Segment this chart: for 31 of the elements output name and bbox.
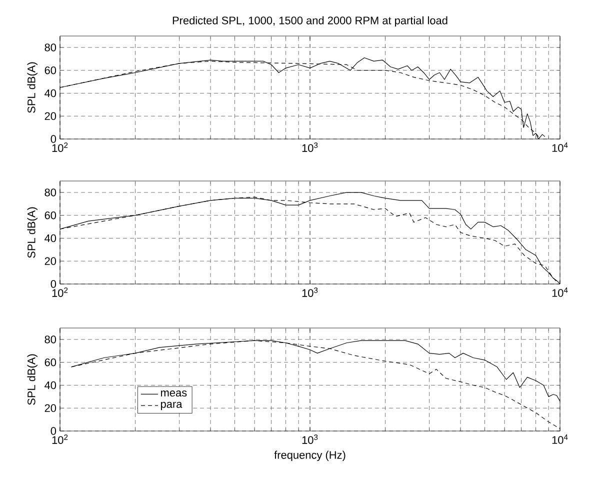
y-tick-label: 80 xyxy=(44,336,56,344)
y-tick-label: 20 xyxy=(44,112,56,120)
x-tick-label: 10$^{2}$ xyxy=(52,288,68,297)
y-tick-label: 0 xyxy=(50,427,56,435)
y-tick-label: 0 xyxy=(50,280,56,288)
x-tick-label: 10$^{3}$ xyxy=(302,142,318,152)
x-tick-label: 10$^{2}$ xyxy=(52,434,68,444)
x-tick-label: 10$^{3}$ xyxy=(302,434,318,444)
y-tick-label: 20 xyxy=(44,404,56,412)
y-tick-label: 40 xyxy=(44,234,56,242)
x-tick-label: 10$^{4}$ xyxy=(552,288,568,297)
y-tick-label: 20 xyxy=(44,257,56,265)
y-tick-label: 60 xyxy=(44,66,56,74)
legend-label: para xyxy=(161,402,182,410)
y-tick-label: 0 xyxy=(50,135,56,143)
y-tick-label: 60 xyxy=(44,211,56,220)
y-tick-label: 40 xyxy=(44,381,56,390)
x-tick-label: 10$^{3}$ xyxy=(302,288,318,297)
x-tick-label: 10$^{4}$ xyxy=(552,434,568,444)
y-axis-title: SPL dB(A) xyxy=(27,354,38,405)
x-tick-label: 10$^{4}$ xyxy=(552,142,568,152)
legend-label: meas xyxy=(161,390,187,397)
y-tick-label: 40 xyxy=(44,89,56,98)
y-axis-title: SPL dB(A) xyxy=(27,62,38,113)
y-tick-label: 80 xyxy=(44,44,56,52)
y-tick-label: 60 xyxy=(44,358,56,366)
chart-title: Predicted SPL, 1000, 1500 and 2000 RPM at partial load xyxy=(172,16,448,26)
x-axis-title: frequency (Hz) xyxy=(274,450,346,461)
y-tick-label: 80 xyxy=(44,188,56,196)
x-tick-label: 10$^{2}$ xyxy=(52,142,68,152)
y-axis-title: SPL dB(A) xyxy=(27,207,38,258)
